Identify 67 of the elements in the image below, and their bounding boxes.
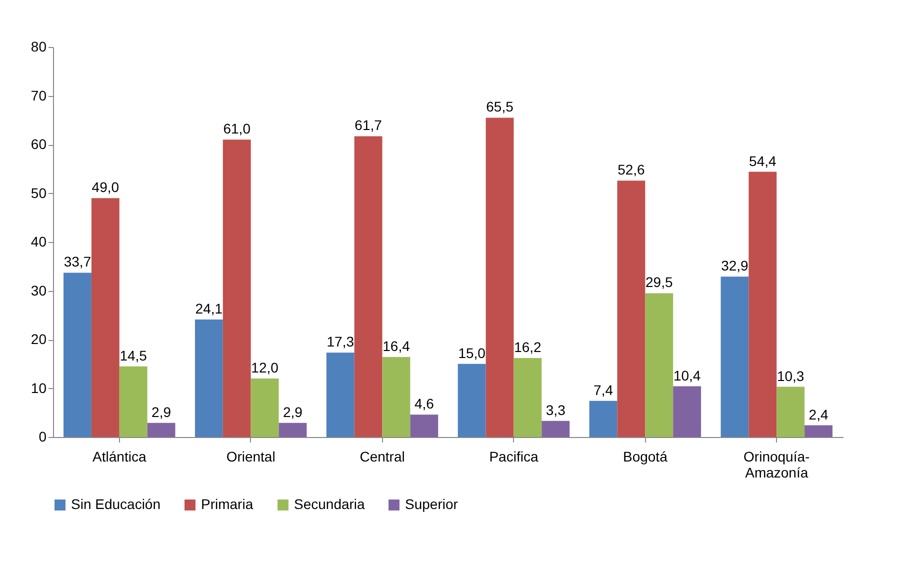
data-label: 16,2 (514, 339, 542, 356)
x-tick-label: Orinoquía-Amazonía (744, 448, 810, 480)
data-label: 2,4 (808, 406, 828, 422)
data-label: 52,6 (618, 162, 646, 178)
data-label: 32,9 (721, 258, 749, 274)
data-label: 2,9 (282, 404, 303, 420)
bar (119, 366, 148, 437)
legend-label: Primaria (201, 496, 254, 512)
y-tick-label: 80 (30, 38, 47, 54)
data-label: 7,4 (594, 382, 614, 398)
data-label: 65,5 (486, 98, 514, 115)
bar (194, 320, 223, 437)
bar (250, 378, 279, 437)
bar (410, 414, 438, 437)
data-label: 61,7 (354, 117, 382, 134)
legend-label: Superior (405, 496, 458, 512)
bar (64, 272, 92, 437)
data-label: 29,5 (646, 274, 673, 290)
x-tick-label: Bogotá (622, 448, 668, 464)
bar (542, 420, 570, 437)
data-label: 10,4 (673, 367, 701, 384)
bar (589, 400, 618, 437)
bar (354, 136, 382, 437)
data-label: 14,5 (120, 347, 148, 364)
y-tick-label: 20 (30, 331, 47, 347)
y-tick-label: 10 (30, 380, 47, 396)
data-label: 61,0 (223, 120, 251, 137)
x-tick-label: Oriental (226, 448, 276, 464)
data-label: 49,0 (92, 179, 120, 196)
legend-label: Secundaria (294, 496, 366, 512)
data-label: 4,6 (414, 396, 434, 412)
x-tick-label: Central (360, 448, 405, 464)
data-label: 54,4 (749, 152, 776, 169)
x-tick-label: Atlántica (92, 448, 146, 464)
y-tick-label: 30 (30, 282, 47, 298)
bar (91, 198, 120, 437)
bar (617, 180, 646, 437)
data-label: 2,9 (152, 404, 172, 420)
y-tick-label: 50 (30, 184, 47, 201)
y-tick-label: 0 (38, 428, 47, 444)
x-tick-label: Pacifica (489, 448, 538, 464)
bar (147, 422, 176, 437)
bar (673, 386, 702, 437)
bar (486, 118, 514, 437)
data-label: 24,1 (195, 300, 223, 317)
data-label: 15,0 (458, 344, 486, 361)
data-label: 10,3 (776, 368, 804, 384)
legend-label: Sin Educación (71, 496, 161, 512)
bar (804, 425, 832, 437)
data-label: 16,4 (382, 338, 410, 354)
y-tick-label: 40 (30, 234, 47, 250)
y-tick-label: 70 (30, 87, 47, 104)
bar (720, 276, 749, 437)
data-label: 12,0 (251, 360, 279, 376)
bar (222, 140, 251, 437)
data-label: 3,3 (546, 402, 566, 418)
bar (645, 293, 674, 437)
bar (748, 172, 777, 437)
bar (458, 364, 486, 437)
bar (278, 422, 307, 437)
bar (382, 357, 410, 437)
data-label: 33,7 (64, 254, 92, 270)
bar (326, 352, 354, 437)
bar (514, 358, 542, 437)
y-tick-label: 60 (30, 136, 47, 152)
data-label: 17,3 (326, 334, 354, 350)
bar (776, 386, 805, 437)
